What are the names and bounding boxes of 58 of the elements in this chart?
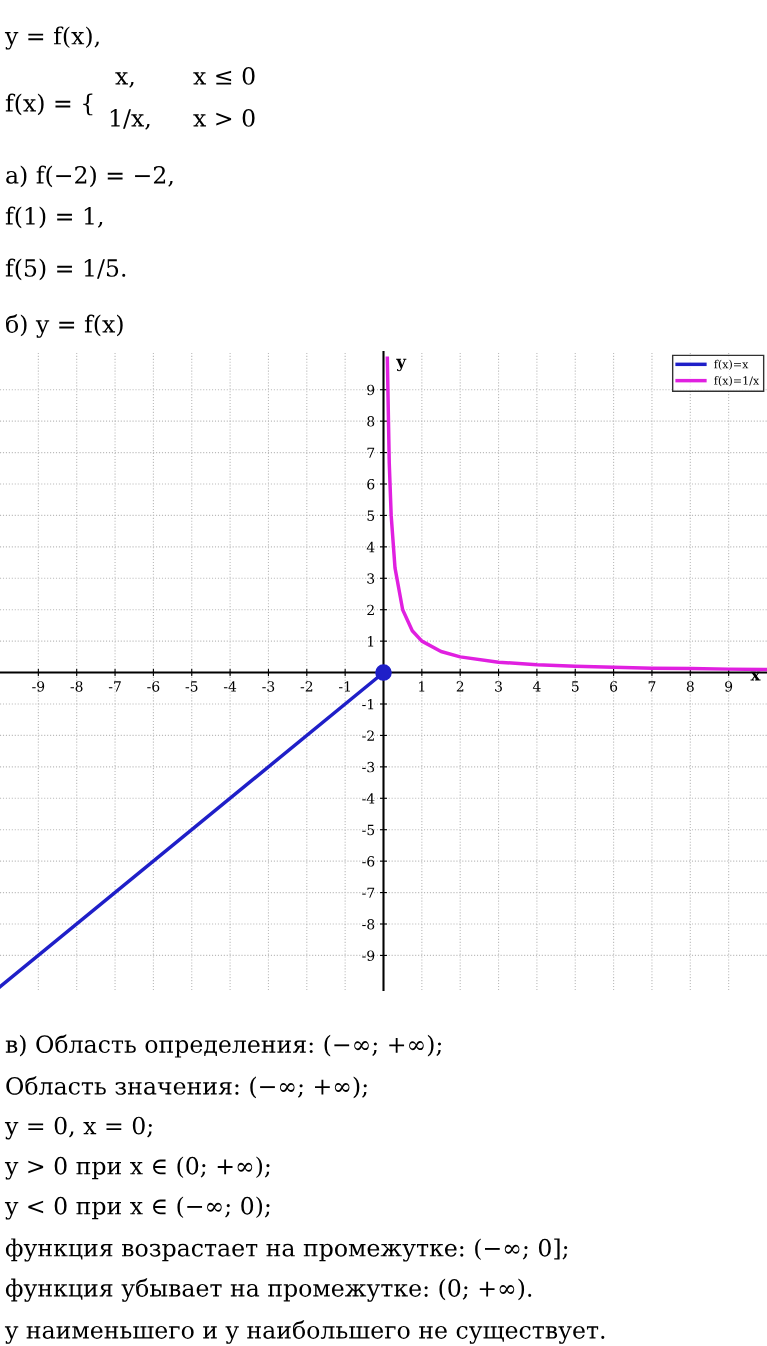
line-series: [385, 356, 767, 672]
y-tick-label: -1: [362, 698, 374, 710]
legend-label: f(x)=1/x: [714, 376, 760, 387]
y-tick-label: -8: [362, 918, 375, 930]
x-tick-label: 9: [725, 681, 733, 692]
x-tick-label: -9: [32, 681, 45, 692]
x-tick-label: -5: [185, 681, 198, 692]
text: 1/x,: [110, 108, 150, 130]
y-tick-label: -6: [362, 856, 375, 867]
y-tick-label: -5: [362, 824, 375, 836]
text: y > 0 при x ∈ (0; +∞);: [4, 1156, 270, 1180]
y-tick-label: -3: [362, 761, 375, 773]
x-tick-label: 7: [648, 681, 656, 692]
y-tick-label: -7: [362, 887, 375, 898]
y-axis-title: y: [396, 358, 407, 372]
y-tick-label: 7: [367, 447, 375, 458]
text: в) Область определения: (−∞; +∞);: [5, 1034, 442, 1058]
x-tick-label: -1: [338, 681, 350, 692]
text: Область значения: (−∞; +∞);: [6, 1076, 367, 1099]
x-tick-label: -6: [147, 681, 160, 692]
text: x > 0: [193, 108, 255, 127]
text: y = f(x),: [4, 26, 99, 50]
text: функция убывает на промежутке: (0; +∞).: [5, 1278, 532, 1302]
x-tick-label: 5: [572, 681, 579, 692]
y-tick-label: -9: [362, 950, 375, 961]
x-tick-label: 1: [419, 681, 425, 692]
x-tick-label: 6: [610, 681, 618, 692]
y-tick-label: 9: [367, 384, 375, 396]
y-tick-label: 4: [366, 541, 375, 553]
x-tick-label: -8: [70, 681, 83, 692]
text: f(5) = 1/5.: [5, 258, 126, 281]
legend-label: f(x)=x: [714, 359, 749, 370]
text: функция возрастает на промежутке: (−∞; 0];: [5, 1238, 568, 1262]
y-tick-label: -4: [362, 793, 375, 804]
x-tick-label: -3: [262, 681, 275, 692]
text: f(x) = {: [5, 93, 93, 116]
y-tick-label: 8: [367, 416, 375, 427]
text: x,: [115, 72, 134, 88]
text: y наименьшего и y наибольшего не существует.: [4, 1320, 605, 1344]
x-tick-label: 2: [456, 681, 464, 692]
x-tick-label: -4: [223, 681, 237, 692]
y-tick-label: 2: [367, 604, 374, 615]
text: x ≤ 0: [193, 66, 255, 85]
x-tick-label: 3: [495, 681, 502, 692]
y-tick-label: 1: [368, 636, 374, 647]
text: б) y = f(x): [6, 314, 123, 338]
text: y = 0, x = 0;: [4, 1116, 152, 1140]
text: y < 0 при x ∈ (−∞; 0);: [4, 1196, 270, 1220]
text: f(1) = 1,: [5, 206, 103, 229]
y-tick-label: 3: [367, 573, 375, 584]
y-tick-label: 5: [367, 510, 375, 521]
y-tick-label: 6: [367, 478, 375, 490]
x-tick-label: 4: [532, 681, 541, 692]
x-tick-label: -2: [300, 681, 313, 692]
x-tick-label: -7: [108, 681, 121, 692]
y-tick-label: -2: [362, 730, 374, 741]
x-tick-label: 8: [686, 681, 694, 692]
text: а) f(−2) = −2,: [6, 165, 173, 188]
